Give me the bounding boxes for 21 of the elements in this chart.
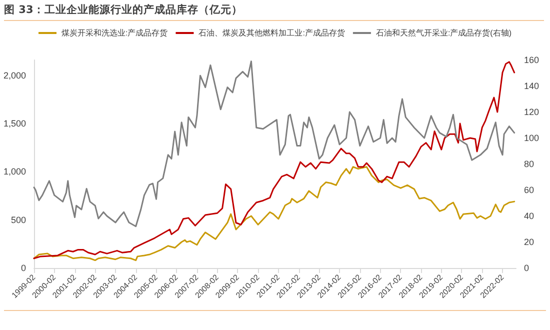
y2-tick-label: 40: [524, 211, 534, 221]
legend-label: 煤炭开采和洗选业:产成品存货: [62, 28, 168, 38]
y-tick-label: 1,500: [3, 118, 26, 129]
y2-tick-label: 0: [524, 263, 530, 273]
y2-tick-label: 160: [524, 55, 540, 65]
y-tick-label: 500: [10, 214, 26, 225]
chart-title: 图 33：工业企业能源行业的产成品库存（亿元）: [4, 3, 544, 21]
line-series: [33, 166, 516, 262]
y2-tick-label: 140: [524, 81, 540, 91]
line-series: [33, 61, 516, 260]
y-tick-label: 1,000: [3, 166, 26, 177]
y-tick-label: 0: [20, 263, 26, 273]
y-tick-label: 2,000: [3, 70, 26, 80]
line-series: [33, 60, 516, 228]
y2-tick-label: 80: [524, 159, 534, 169]
y2-tick-label: 60: [524, 185, 534, 195]
y2-tick-label: 120: [524, 107, 540, 117]
y2-tick-label: 20: [524, 237, 534, 247]
legend-label: 石油、煤炭及其他燃料加工业:产成品存货: [198, 28, 345, 38]
y2-tick-label: 100: [524, 133, 540, 143]
legend-label: 石油和天然气开采业:产成品存货(右轴): [376, 28, 512, 38]
